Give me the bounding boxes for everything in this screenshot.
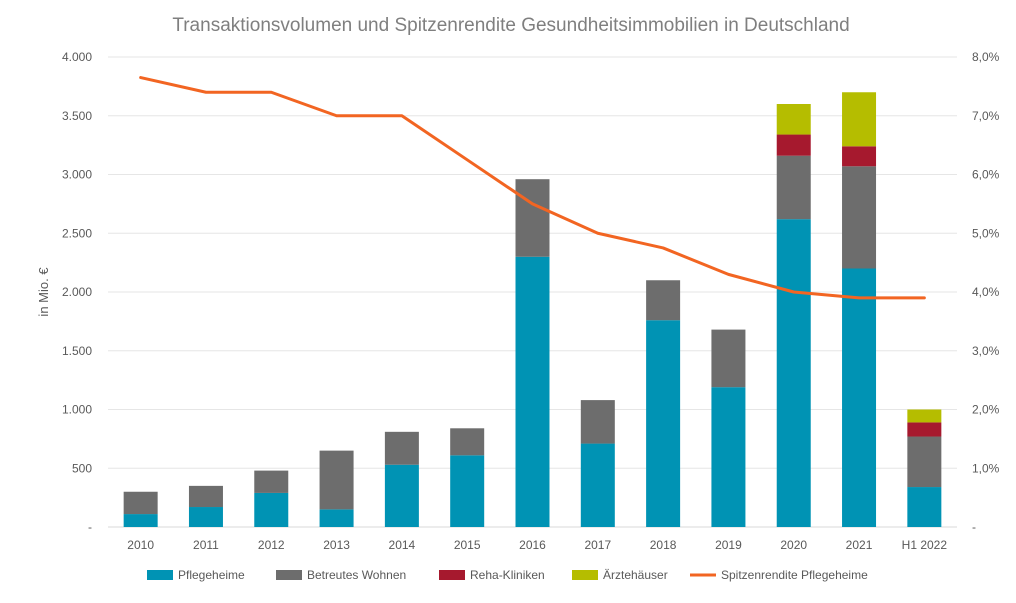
legend-label: Reha-Kliniken — [470, 568, 545, 582]
bar-betreutes-wohnen — [123, 491, 158, 515]
bar-reha-kliniken — [907, 422, 942, 437]
bar-pflegeheime — [254, 492, 289, 527]
legend-label: Spitzenrendite Pflegeheime — [721, 568, 868, 582]
x-tick-label: 2013 — [323, 538, 350, 552]
y-tick-label: 4.000 — [62, 50, 92, 64]
x-axis-ticks: 2010 2011 2012 2013 2014 2015 2016 2017 2018 2019… — [127, 538, 947, 552]
y2-tick-label: 6,0% — [972, 168, 1000, 182]
bar-betreutes-wohnen — [580, 400, 615, 444]
y2-tick-label: 5,0% — [972, 226, 1000, 240]
bar-pflegeheime — [384, 464, 419, 527]
bar-rzteh-user — [776, 104, 811, 135]
bar-betreutes-wohnen — [907, 436, 942, 488]
bar-reha-kliniken — [842, 146, 877, 167]
y2-tick-label: 1,0% — [972, 461, 1000, 475]
y-axis-title: in Mio. € — [36, 267, 51, 317]
bar-pflegeheime — [646, 320, 681, 527]
y2-tick-label: 7,0% — [972, 109, 1000, 123]
bar-betreutes-wohnen — [776, 155, 811, 220]
line-spitzenrendite — [139, 76, 926, 300]
x-tick-label: 2020 — [780, 538, 807, 552]
legend-swatch — [439, 570, 465, 580]
bar-pflegeheime — [580, 443, 615, 527]
y-axis-right-ticks: - 1,0% 2,0% 3,0% 4,0% 5,0% 6,0% 7,0% 8,0% — [972, 50, 1000, 534]
bar-pflegeheime — [188, 507, 223, 527]
x-tick-label: 2010 — [127, 538, 154, 552]
x-tick-label: 2017 — [584, 538, 611, 552]
legend: Pflegeheime Betreutes Wohnen Reha-Kliniken… — [147, 568, 868, 582]
legend-swatch — [276, 570, 302, 580]
bar-betreutes-wohnen — [254, 470, 289, 493]
y-tick-label: 1.000 — [62, 403, 92, 417]
legend-label: Ärztehäuser — [603, 568, 668, 582]
y-tick-label: 3.500 — [62, 109, 92, 123]
y-tick-label: 500 — [72, 461, 92, 475]
bars — [123, 92, 942, 527]
y2-tick-label: 3,0% — [972, 344, 1000, 358]
y2-tick-label: 2,0% — [972, 403, 1000, 417]
bar-betreutes-wohnen — [515, 179, 550, 257]
y-tick-label: 2.500 — [62, 226, 92, 240]
x-tick-label: 2021 — [846, 538, 873, 552]
x-tick-label: H1 2022 — [902, 538, 948, 552]
y-tick-label: - — [88, 520, 92, 534]
bar-pflegeheime — [450, 455, 485, 527]
bar-pflegeheime — [842, 268, 877, 527]
x-tick-label: 2019 — [715, 538, 742, 552]
bar-betreutes-wohnen — [384, 431, 419, 465]
bar-rzteh-user — [907, 409, 942, 423]
legend-swatch — [572, 570, 598, 580]
x-tick-label: 2012 — [258, 538, 285, 552]
bar-pflegeheime — [711, 387, 746, 527]
legend-label: Betreutes Wohnen — [307, 568, 406, 582]
bar-betreutes-wohnen — [188, 485, 223, 508]
legend-label: Pflegeheime — [178, 568, 245, 582]
bar-betreutes-wohnen — [646, 280, 681, 321]
x-tick-label: 2015 — [454, 538, 481, 552]
x-tick-label: 2011 — [193, 538, 219, 552]
legend-swatch — [147, 570, 173, 580]
bar-betreutes-wohnen — [711, 329, 746, 388]
bar-pflegeheime — [319, 509, 354, 527]
bar-pflegeheime — [123, 514, 158, 527]
line-series — [139, 76, 926, 300]
bar-betreutes-wohnen — [319, 450, 354, 510]
bar-pflegeheime — [907, 487, 942, 527]
bar-pflegeheime — [776, 219, 811, 527]
bar-betreutes-wohnen — [842, 166, 877, 269]
bar-betreutes-wohnen — [450, 428, 485, 456]
chart-title: Transaktionsvolumen und Spitzenrendite G… — [172, 15, 849, 36]
bar-reha-kliniken — [776, 134, 811, 156]
y-tick-label: 3.000 — [62, 168, 92, 182]
y-tick-label: 2.000 — [62, 285, 92, 299]
y2-tick-label: - — [972, 520, 976, 534]
bar-pflegeheime — [515, 256, 550, 527]
x-tick-label: 2014 — [389, 538, 416, 552]
y2-tick-label: 8,0% — [972, 50, 1000, 64]
x-tick-label: 2016 — [519, 538, 546, 552]
y-tick-label: 1.500 — [62, 344, 92, 358]
y-axis-left-ticks: - 500 1.000 1.500 2.000 2.500 3.000 3.500 4.000 — [62, 50, 92, 534]
x-tick-label: 2018 — [650, 538, 677, 552]
bar-rzteh-user — [842, 92, 877, 147]
y2-tick-label: 4,0% — [972, 285, 1000, 299]
